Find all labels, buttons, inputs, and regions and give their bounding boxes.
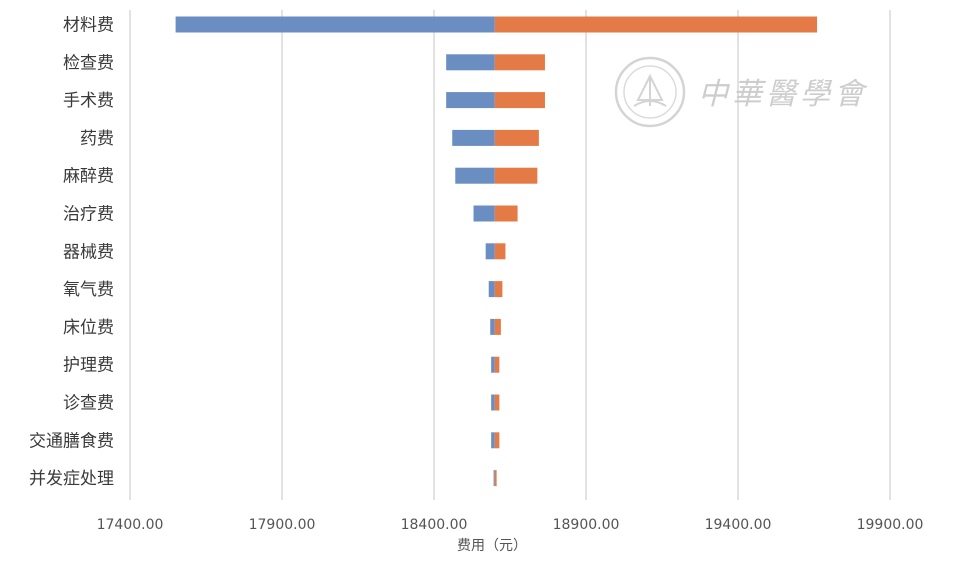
category-label: 检查费 [63, 53, 114, 73]
bar-high [494, 167, 538, 184]
category-label: 护理费 [63, 356, 114, 376]
x-tick-label: 17400.00 [97, 517, 164, 533]
bar-high [494, 129, 539, 146]
category-label: 手术费 [63, 91, 114, 111]
x-tick-label: 18900.00 [553, 517, 620, 533]
watermark: 中華醫學會 [614, 56, 868, 128]
bar-low [175, 16, 495, 33]
category-label: 麻醉费 [63, 167, 114, 187]
x-tick-label: 19400.00 [705, 517, 772, 533]
bar-high [494, 470, 497, 487]
bar-high [494, 243, 506, 260]
bar-low [491, 394, 495, 411]
category-label: 药费 [80, 129, 114, 149]
bar-low [455, 167, 495, 184]
bar-low [491, 432, 495, 449]
x-axis-title: 费用（元） [457, 538, 527, 554]
seal-icon [614, 56, 686, 128]
category-label: 诊查费 [63, 394, 114, 414]
bar-low [493, 470, 495, 487]
category-labels: 材料费检查费手术费药费麻醉费治疗费器械费氧气费床位费护理费诊查费交通膳食费并发症… [29, 16, 114, 490]
category-label: 交通膳食费 [29, 431, 114, 451]
bar-high [494, 356, 500, 373]
x-tick-label: 17900.00 [249, 517, 316, 533]
category-label: 材料费 [63, 16, 114, 36]
bar-low [491, 356, 495, 373]
category-label: 并发症处理 [29, 469, 114, 489]
x-tick-label: 19900.00 [857, 517, 924, 533]
bar-high [494, 54, 545, 71]
grid-lines [129, 10, 891, 500]
bar-low [473, 205, 495, 222]
bars [175, 16, 818, 487]
category-label: 床位费 [63, 318, 114, 338]
bar-low [446, 92, 495, 109]
x-tick-labels: 17400.00 17900.00 18400.00 18900.00 19400.00… [97, 517, 924, 533]
bar-high [494, 432, 500, 449]
bar-low [490, 318, 495, 335]
bar-low [488, 281, 495, 298]
bar-high [494, 92, 545, 109]
watermark-text: 中華醫學會 [698, 77, 868, 112]
bar-low [485, 243, 495, 260]
category-label: 器械费 [63, 242, 114, 262]
category-label: 治疗费 [63, 205, 114, 225]
bar-high [494, 281, 503, 298]
bar-low [452, 129, 495, 146]
bar-high [494, 394, 500, 411]
bar-low [446, 54, 495, 71]
category-label: 氧气费 [63, 280, 114, 300]
x-tick-label: 18400.00 [401, 517, 468, 533]
bar-high [494, 318, 501, 335]
bar-high [494, 16, 818, 33]
bar-high [494, 205, 518, 222]
